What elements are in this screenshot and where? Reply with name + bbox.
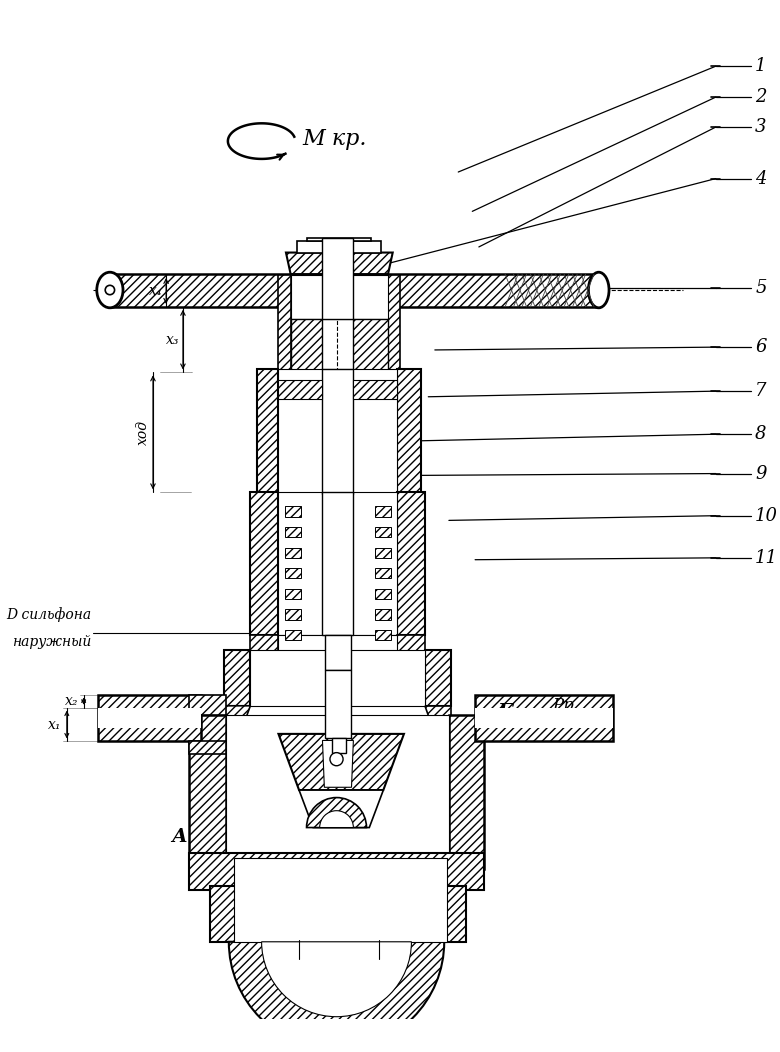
Polygon shape [397,492,424,634]
Text: 9: 9 [755,465,767,483]
Polygon shape [424,650,451,706]
Polygon shape [388,275,400,382]
Polygon shape [278,734,404,790]
Polygon shape [250,492,278,634]
Polygon shape [285,568,301,579]
Polygon shape [322,368,353,494]
Polygon shape [325,670,350,737]
Text: x₄: x₄ [149,284,162,298]
Polygon shape [278,275,291,372]
Polygon shape [332,737,346,752]
Text: Pр: Pр [552,697,573,714]
Polygon shape [299,790,383,828]
Text: 2: 2 [755,88,767,106]
Polygon shape [375,547,391,558]
Polygon shape [285,547,301,558]
Polygon shape [224,650,250,706]
Polygon shape [278,634,397,651]
Wedge shape [307,797,367,828]
Polygon shape [278,492,397,634]
Wedge shape [320,811,353,828]
Polygon shape [375,589,391,599]
Text: x₁: x₁ [48,717,61,731]
Polygon shape [375,568,391,579]
Polygon shape [278,380,322,399]
Polygon shape [285,609,301,620]
Polygon shape [250,650,424,706]
Text: 11: 11 [755,549,778,567]
Text: x₂: x₂ [65,694,78,708]
Polygon shape [110,275,299,307]
Polygon shape [285,527,301,538]
Polygon shape [291,275,388,319]
Polygon shape [189,742,226,754]
Polygon shape [250,634,278,651]
Polygon shape [353,380,397,399]
Polygon shape [257,368,278,494]
Polygon shape [297,241,381,252]
Polygon shape [353,319,388,372]
Polygon shape [322,492,353,634]
Ellipse shape [97,272,123,308]
Polygon shape [98,708,200,728]
Polygon shape [278,368,397,494]
Polygon shape [285,630,301,641]
Polygon shape [285,506,301,517]
Text: D седла: D седла [307,968,370,982]
Text: 1: 1 [755,57,767,75]
Polygon shape [233,857,447,942]
Text: ход: ход [136,420,151,445]
Polygon shape [325,634,350,670]
Polygon shape [375,630,391,641]
Polygon shape [322,238,353,319]
Polygon shape [424,706,451,726]
Wedge shape [229,942,445,1050]
Ellipse shape [105,285,115,295]
Polygon shape [291,319,322,372]
Polygon shape [307,238,371,241]
Polygon shape [210,886,466,942]
Polygon shape [224,706,250,726]
Text: x₃: x₃ [165,332,179,347]
Ellipse shape [588,272,609,308]
Text: 8: 8 [755,425,767,443]
Polygon shape [449,715,484,869]
Polygon shape [322,741,353,787]
Polygon shape [226,715,449,869]
Text: 4: 4 [755,169,767,187]
Text: 10: 10 [755,507,778,525]
Polygon shape [475,694,613,742]
Polygon shape [98,694,200,742]
Text: 5: 5 [755,279,767,297]
Polygon shape [189,715,226,869]
Polygon shape [397,368,420,494]
Text: А: А [171,828,186,846]
Polygon shape [375,527,391,538]
Text: 7: 7 [755,382,767,400]
Circle shape [330,752,343,766]
Polygon shape [285,589,301,599]
Polygon shape [475,708,613,728]
Text: M кр.: M кр. [303,128,367,150]
Text: D сильфона: D сильфона [6,607,91,622]
Text: наружный: наружный [12,634,91,649]
Polygon shape [397,634,424,651]
Wedge shape [261,942,411,1016]
Text: 6: 6 [755,338,767,357]
Text: Фиг. 3: Фиг. 3 [300,989,373,1011]
Polygon shape [375,609,391,620]
Text: 3: 3 [755,118,767,136]
Polygon shape [189,853,484,890]
Polygon shape [189,694,226,715]
Polygon shape [375,506,391,517]
Text: Б: Б [498,704,514,722]
Polygon shape [286,252,392,275]
Polygon shape [374,275,599,307]
